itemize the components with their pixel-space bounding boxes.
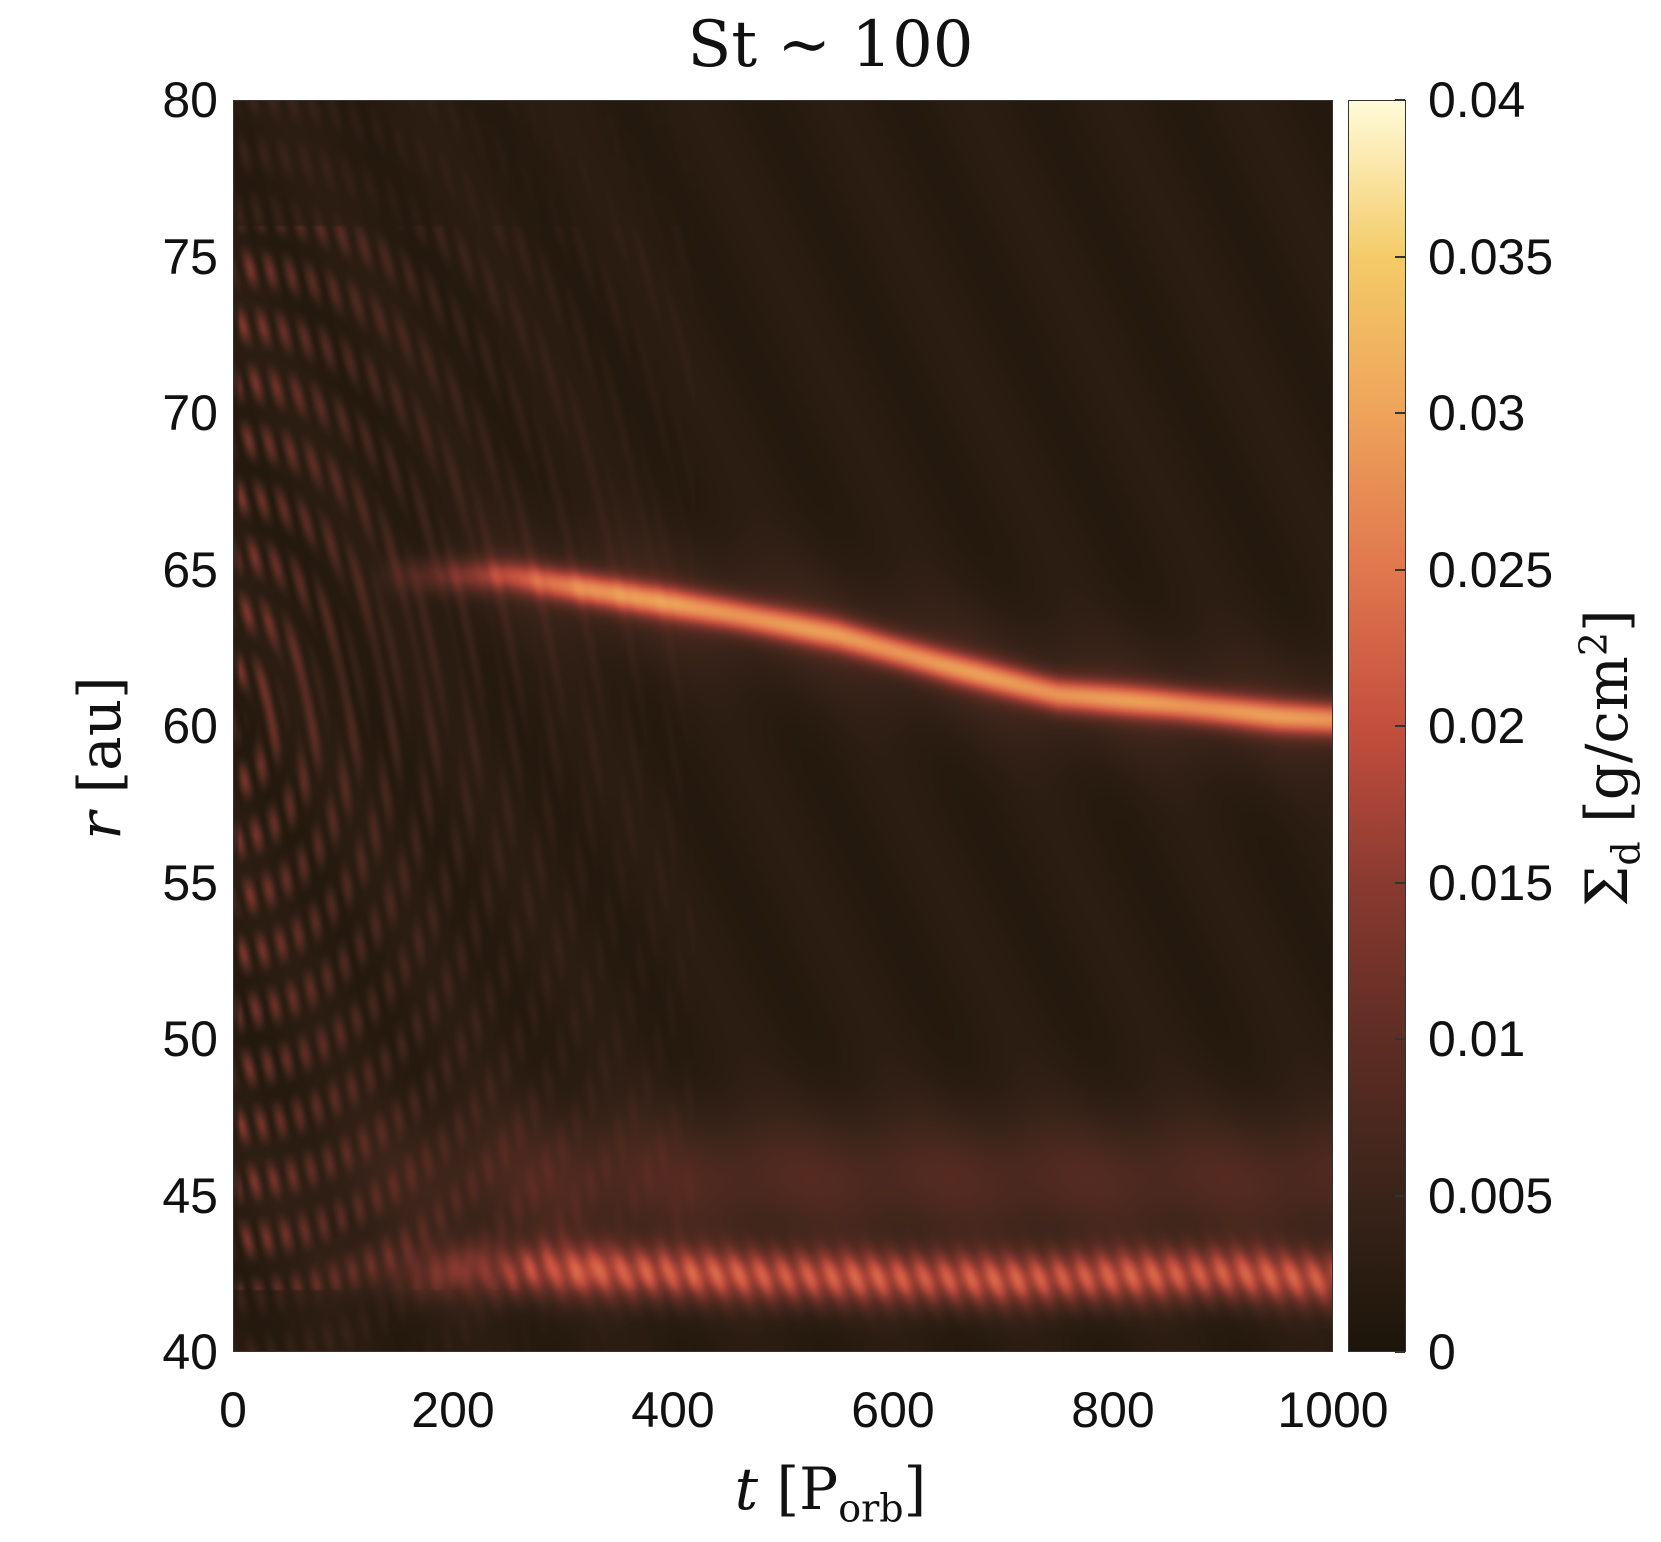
x-tick-label: 400 [631, 1382, 715, 1438]
colorbar-tick-mark [1395, 568, 1405, 571]
y-tick-label: 60 [162, 698, 218, 754]
colorbar-label: Σd [g/cm2] [1571, 609, 1649, 907]
colorbar-tick-label: 0 [1428, 1324, 1456, 1380]
x-tick-label: 200 [411, 1382, 495, 1438]
heatmap-canvas [233, 100, 1333, 1352]
colorbar-tick-label: 0.01 [1428, 1011, 1526, 1067]
y-tick-label: 70 [162, 385, 218, 441]
colorbar-tick-mark [1395, 412, 1405, 414]
colorbar-tick-label: 0.02 [1428, 698, 1526, 754]
y-tick-label: 55 [162, 854, 218, 911]
y-tick-label: 75 [162, 228, 218, 285]
colorbar-tick-label: 0.025 [1428, 541, 1554, 598]
colorbar-tick-mark [1395, 725, 1405, 727]
plot-frame [233, 100, 1333, 1352]
colorbar-tick-label: 0.015 [1428, 854, 1554, 911]
colorbar-tick-label: 0.03 [1428, 385, 1526, 441]
x-tick-label: 0 [219, 1382, 247, 1438]
chart-title: St ∼ 100 [687, 8, 974, 82]
y-tick-label: 50 [162, 1011, 218, 1067]
colorbar-tick-label: 0.035 [1428, 228, 1554, 285]
x-tick-label: 1000 [1277, 1382, 1389, 1438]
colorbar-tick-mark [1395, 1194, 1405, 1197]
y-tick-label: 80 [162, 72, 218, 128]
colorbar-tick-mark [1395, 1038, 1405, 1040]
y-tick-label: 65 [162, 541, 218, 598]
x-tick-label: 800 [1071, 1382, 1155, 1438]
colorbar-tick-label: 0.005 [1428, 1167, 1554, 1224]
y-tick-label: 45 [162, 1167, 218, 1224]
colorbar-tick-mark [1395, 1351, 1405, 1353]
colorbar-tick-mark [1395, 881, 1405, 884]
colorbar-tick-mark [1395, 99, 1405, 101]
y-tick-label: 40 [162, 1324, 218, 1380]
x-tick-label: 600 [851, 1382, 935, 1438]
colorbar-tick-label: 0.04 [1428, 72, 1526, 128]
colorbar-tick-mark [1395, 255, 1405, 258]
x-axis-label: t [Porb] [734, 1455, 927, 1531]
